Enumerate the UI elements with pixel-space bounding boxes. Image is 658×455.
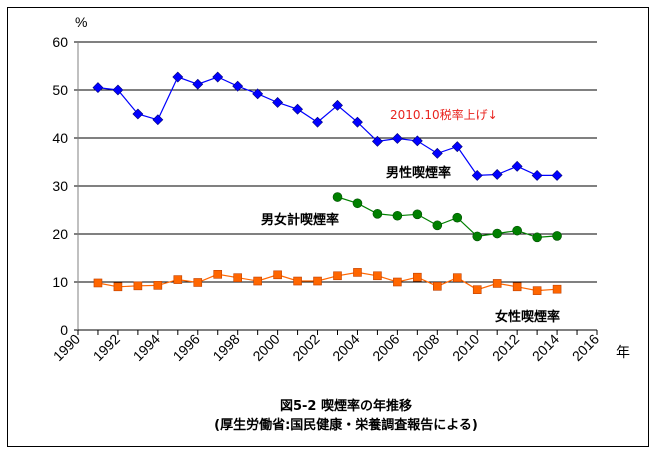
- series-2-point-2009: [452, 273, 462, 282]
- series-2-point-2008: [433, 282, 442, 291]
- series-1-point-2012: [512, 225, 522, 236]
- series-2-point-2001: [293, 276, 302, 286]
- series-2-point-2010: [472, 285, 482, 294]
- series-0-point-2014: [551, 170, 563, 181]
- series-1-point-2005: [372, 209, 383, 219]
- series-2-point-2000: [273, 270, 282, 280]
- y-tick-label-10: 10: [52, 274, 68, 290]
- series-1-point-2013: [532, 232, 542, 243]
- series-2-point-1992: [113, 282, 123, 292]
- series-2-point-1995: [173, 275, 183, 284]
- chart-title: 図5-2 喫煙率の年推移: [280, 398, 412, 414]
- x-tick-label-2010: 2010: [449, 331, 482, 364]
- series-line-0: [97, 76, 558, 177]
- series-2-point-2005: [373, 271, 382, 281]
- x-tick-label-2002: 2002: [289, 331, 322, 364]
- series-2-point-1998: [233, 273, 242, 282]
- series-1-point-2006: [392, 210, 403, 221]
- x-axis-unit-label: 年: [616, 344, 630, 360]
- series-line-1: [337, 196, 558, 239]
- y-tick-label-60: 60: [52, 34, 68, 50]
- x-tick-label-2000: 2000: [249, 331, 282, 364]
- x-tick-label-2004: 2004: [329, 331, 362, 364]
- series-0-point-1995: [172, 71, 184, 83]
- series-0-point-1999: [252, 88, 264, 100]
- series-2-point-1991: [93, 278, 103, 288]
- x-tick-label-2014: 2014: [529, 331, 562, 364]
- series-0-point-1991: [92, 82, 104, 94]
- series-2-point-2003: [333, 271, 342, 281]
- x-tick-label-2012: 2012: [489, 331, 522, 364]
- series-2-point-2012: [512, 282, 522, 292]
- x-tick-label-1992: 1992: [90, 331, 123, 364]
- series-2-point-2014: [552, 284, 562, 294]
- series-0-point-2009: [451, 141, 463, 153]
- series-0-point-1992: [112, 84, 124, 96]
- series-2-point-1994: [153, 281, 163, 290]
- x-tick-label-1994: 1994: [130, 331, 163, 364]
- series-2-point-2006: [393, 277, 402, 287]
- series-2-point-1993: [133, 281, 143, 291]
- series-0-point-2000: [272, 97, 284, 108]
- series-0-point-1996: [192, 78, 204, 90]
- series-0-point-1993: [132, 108, 144, 120]
- series-2-point-2013: [532, 286, 542, 295]
- series-layer: [92, 71, 563, 295]
- legend-female: 女性喫煙率: [495, 309, 560, 325]
- series-1-point-2011: [492, 228, 502, 239]
- series-0-point-1998: [232, 80, 244, 92]
- series-0-point-2008: [431, 147, 443, 159]
- series-2-point-2011: [492, 279, 502, 288]
- legend-male: 男性喫煙率: [386, 165, 451, 181]
- tax-increase-annotation: 2010.10税率上げ↓: [390, 107, 498, 122]
- x-tick-label-1998: 1998: [209, 331, 242, 364]
- x-tick-label-2006: 2006: [369, 331, 402, 364]
- x-tick-label-2016: 2016: [569, 331, 602, 364]
- x-tick-label-1990: 1990: [50, 331, 83, 364]
- series-1-point-2009: [452, 212, 463, 223]
- series-0-point-2002: [312, 116, 323, 128]
- series-1-point-2004: [352, 198, 363, 209]
- series-2-point-1997: [213, 270, 223, 279]
- series-0-point-2007: [411, 135, 423, 147]
- series-0-point-2005: [371, 135, 383, 147]
- series-1-point-2014: [552, 231, 562, 241]
- chart-frame: [7, 7, 649, 447]
- y-tick-label-50: 50: [52, 82, 68, 98]
- y-axis-unit-label: %: [75, 14, 87, 30]
- y-tick-label-20: 20: [52, 226, 68, 242]
- series-2-point-2004: [353, 268, 362, 277]
- legend-total: 男女計喫煙率: [261, 212, 339, 228]
- x-tick-label-2008: 2008: [409, 331, 442, 364]
- grid-layer: [78, 41, 597, 283]
- y-tick-label-0: 0: [60, 322, 68, 338]
- series-0-point-1997: [212, 71, 224, 83]
- series-2-point-1999: [253, 276, 262, 286]
- series-0-point-2006: [391, 133, 403, 144]
- series-1-point-2007: [412, 209, 423, 220]
- x-tick-label-1996: 1996: [170, 331, 203, 364]
- series-1-point-2003: [332, 192, 343, 202]
- series-2-point-2002: [313, 276, 322, 286]
- series-0-point-2004: [352, 116, 363, 128]
- y-tick-label-30: 30: [52, 178, 68, 194]
- series-2-point-1996: [193, 278, 203, 287]
- series-0-point-2001: [292, 103, 304, 115]
- series-2-point-2007: [413, 272, 422, 282]
- series-1-point-2008: [432, 220, 443, 231]
- series-0-point-2012: [511, 160, 523, 172]
- chart-subtitle: (厚生労働省:国民健康・栄養調査報告による): [214, 417, 478, 433]
- series-1-point-2010: [472, 231, 483, 242]
- series-0-point-1994: [152, 114, 164, 126]
- series-0-point-2013: [531, 170, 543, 181]
- series-0-point-2010: [471, 170, 483, 181]
- y-tick-label-40: 40: [52, 130, 68, 146]
- series-0-point-2003: [332, 99, 343, 111]
- series-0-point-2011: [491, 169, 503, 180]
